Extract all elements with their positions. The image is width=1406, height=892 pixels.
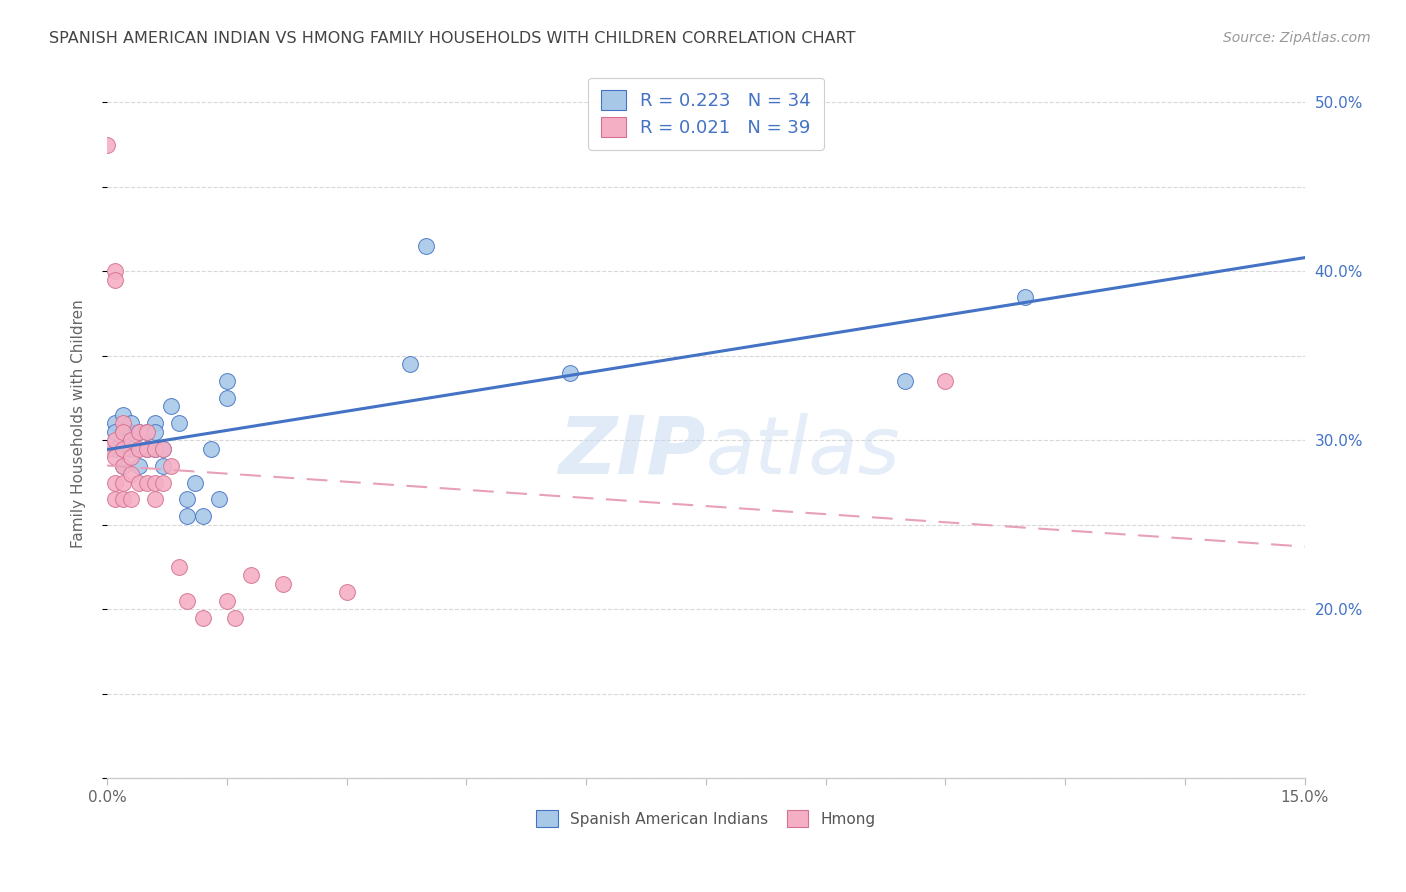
Point bbox=[176, 509, 198, 524]
Point bbox=[143, 442, 166, 456]
Point bbox=[200, 442, 222, 456]
Point bbox=[136, 475, 159, 490]
Point bbox=[104, 417, 127, 431]
Point bbox=[112, 408, 135, 422]
Y-axis label: Family Households with Children: Family Households with Children bbox=[72, 299, 86, 548]
Text: ZIP: ZIP bbox=[558, 413, 706, 491]
Point bbox=[167, 560, 190, 574]
Point bbox=[152, 475, 174, 490]
Text: atlas: atlas bbox=[706, 413, 901, 491]
Point bbox=[143, 417, 166, 431]
Point bbox=[152, 442, 174, 456]
Point bbox=[399, 357, 422, 371]
Point bbox=[112, 475, 135, 490]
Point bbox=[128, 425, 150, 439]
Point bbox=[104, 434, 127, 448]
Text: SPANISH AMERICAN INDIAN VS HMONG FAMILY HOUSEHOLDS WITH CHILDREN CORRELATION CHA: SPANISH AMERICAN INDIAN VS HMONG FAMILY … bbox=[49, 31, 856, 46]
Point bbox=[176, 492, 198, 507]
Point bbox=[271, 577, 294, 591]
Point bbox=[112, 458, 135, 473]
Point bbox=[104, 264, 127, 278]
Point bbox=[184, 475, 207, 490]
Point bbox=[104, 273, 127, 287]
Point bbox=[104, 492, 127, 507]
Point bbox=[120, 442, 142, 456]
Point bbox=[143, 442, 166, 456]
Point bbox=[934, 374, 956, 388]
Point bbox=[152, 458, 174, 473]
Point bbox=[120, 450, 142, 465]
Point bbox=[239, 568, 262, 582]
Point bbox=[136, 442, 159, 456]
Point bbox=[136, 442, 159, 456]
Point bbox=[104, 450, 127, 465]
Point bbox=[136, 425, 159, 439]
Point bbox=[120, 417, 142, 431]
Point bbox=[112, 425, 135, 439]
Point bbox=[160, 400, 183, 414]
Point bbox=[415, 239, 437, 253]
Point bbox=[128, 442, 150, 456]
Text: Source: ZipAtlas.com: Source: ZipAtlas.com bbox=[1223, 31, 1371, 45]
Point bbox=[152, 442, 174, 456]
Point bbox=[112, 425, 135, 439]
Point bbox=[560, 366, 582, 380]
Point bbox=[96, 137, 118, 152]
Point bbox=[128, 425, 150, 439]
Point bbox=[191, 610, 214, 624]
Point bbox=[112, 442, 135, 456]
Point bbox=[215, 391, 238, 405]
Point bbox=[143, 425, 166, 439]
Point bbox=[120, 425, 142, 439]
Point bbox=[120, 467, 142, 481]
Point bbox=[112, 492, 135, 507]
Point bbox=[160, 458, 183, 473]
Point bbox=[120, 492, 142, 507]
Point bbox=[336, 585, 359, 599]
Legend: Spanish American Indians, Hmong: Spanish American Indians, Hmong bbox=[529, 803, 883, 834]
Point bbox=[143, 492, 166, 507]
Point bbox=[136, 425, 159, 439]
Point bbox=[128, 458, 150, 473]
Point bbox=[104, 475, 127, 490]
Point bbox=[128, 475, 150, 490]
Point bbox=[1014, 290, 1036, 304]
Point bbox=[894, 374, 917, 388]
Point bbox=[143, 475, 166, 490]
Point bbox=[208, 492, 231, 507]
Point bbox=[112, 417, 135, 431]
Point bbox=[120, 434, 142, 448]
Point bbox=[104, 425, 127, 439]
Point bbox=[167, 417, 190, 431]
Point bbox=[191, 509, 214, 524]
Point bbox=[176, 594, 198, 608]
Point bbox=[224, 610, 246, 624]
Point bbox=[112, 458, 135, 473]
Point bbox=[104, 442, 127, 456]
Point bbox=[96, 442, 118, 456]
Point bbox=[112, 442, 135, 456]
Point bbox=[215, 374, 238, 388]
Point bbox=[215, 594, 238, 608]
